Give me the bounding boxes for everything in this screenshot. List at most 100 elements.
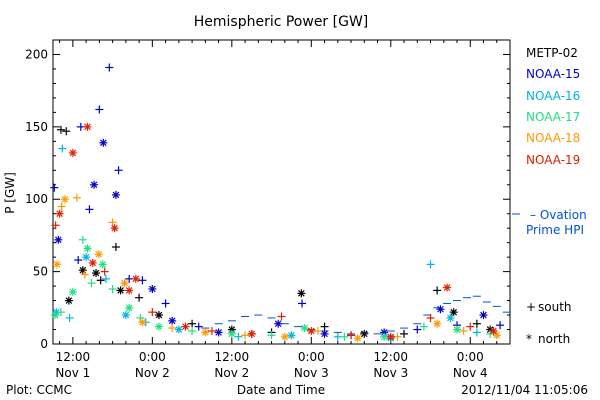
- x-tick-day: Nov 3: [373, 366, 408, 380]
- point-noaa-19-north: [386, 332, 395, 341]
- y-axis-ticks: 0 50 100 150 200: [25, 47, 510, 351]
- point-metp-02-south: [472, 319, 481, 328]
- ovation-hpi-series: [201, 295, 511, 335]
- x-tick-time: 0:00: [139, 350, 166, 364]
- point-noaa-16-south: [58, 144, 67, 153]
- point-noaa-19-south: [207, 326, 216, 335]
- point-noaa-17-south: [56, 308, 65, 317]
- point-noaa-19-north: [489, 326, 498, 335]
- point-noaa-19-south: [277, 312, 286, 321]
- point-noaa-15-south: [85, 205, 94, 214]
- legend-north-symbol: *: [526, 332, 532, 346]
- point-noaa-15-north: [111, 190, 120, 199]
- point-noaa-15-south: [50, 183, 59, 192]
- y-tick-label: 200: [25, 47, 48, 61]
- point-noaa-17-north: [380, 332, 389, 341]
- point-noaa-19-south: [100, 267, 109, 276]
- point-noaa-18-north: [60, 195, 69, 204]
- point-metp-02-north: [116, 286, 125, 295]
- point-noaa-16-north: [287, 331, 296, 340]
- point-noaa-15-north: [54, 235, 63, 244]
- point-noaa-19-north: [125, 286, 134, 295]
- point-noaa-18-south: [57, 202, 66, 211]
- point-noaa-17-north: [154, 322, 163, 331]
- legend-ovation-line1: – Ovation: [530, 208, 587, 222]
- x-tick-day: Nov 4: [453, 366, 488, 380]
- point-noaa-17-north: [227, 329, 236, 338]
- x-tick-time: 12:00: [373, 350, 408, 364]
- point-noaa-18-south: [241, 331, 250, 340]
- point-noaa-17-south: [419, 322, 428, 331]
- point-noaa-15-north: [214, 328, 223, 337]
- point-metp-02-south: [56, 125, 65, 134]
- point-metp-02-south: [135, 293, 144, 302]
- point-noaa-15-south: [105, 63, 114, 72]
- point-noaa-17-north: [68, 287, 77, 296]
- legend-item-noaa-17: NOAA-17: [526, 110, 580, 124]
- y-tick-label: 50: [33, 265, 48, 279]
- point-noaa-19-north: [68, 148, 77, 157]
- point-noaa-16-north: [174, 325, 183, 334]
- y-tick-label: 100: [25, 192, 48, 206]
- point-noaa-17-north: [50, 311, 59, 320]
- point-noaa-17-south: [78, 235, 87, 244]
- satellite-data-points: [50, 63, 505, 343]
- legend-item-metp-02: METP-02: [526, 46, 578, 60]
- x-axis-label: Date and Time: [237, 383, 325, 397]
- point-metp-02-north: [360, 329, 369, 338]
- x-tick-day: Nov 3: [294, 366, 329, 380]
- point-metp-02-south: [62, 127, 71, 136]
- point-noaa-15-north: [479, 311, 488, 320]
- point-noaa-15-north: [148, 284, 157, 293]
- point-noaa-19-north: [247, 329, 256, 338]
- legend-ovation-line2: Prime HPI: [526, 223, 584, 237]
- point-noaa-19-south: [148, 308, 157, 317]
- point-metp-02-south: [111, 243, 120, 252]
- point-metp-02-south: [400, 329, 409, 338]
- point-metp-02-south: [433, 286, 442, 295]
- point-metp-02-north: [92, 269, 101, 278]
- point-metp-02-north: [449, 308, 458, 317]
- point-noaa-15-south: [496, 321, 505, 330]
- point-noaa-18-north: [94, 250, 103, 259]
- point-noaa-18-north: [52, 260, 61, 269]
- x-tick-day: Nov 2: [214, 366, 249, 380]
- point-noaa-16-south: [65, 313, 74, 322]
- legend-item-noaa-15: NOAA-15: [526, 67, 580, 81]
- point-noaa-17-south: [87, 279, 96, 288]
- point-noaa-18-north: [201, 328, 210, 337]
- point-metp-02-south: [188, 319, 197, 328]
- point-noaa-18-south: [168, 324, 177, 333]
- point-noaa-18-north: [492, 331, 501, 340]
- point-noaa-18-south: [80, 270, 89, 279]
- y-tick-label: 150: [25, 120, 48, 134]
- point-noaa-18-north: [433, 319, 442, 328]
- point-noaa-15-south: [74, 256, 83, 265]
- point-noaa-18-north: [120, 279, 129, 288]
- chart-title: Hemispheric Power [GW]: [194, 14, 369, 30]
- point-noaa-16-south: [472, 328, 481, 337]
- point-noaa-16-north: [82, 253, 91, 262]
- legend-item-noaa-16: NOAA-16: [526, 89, 580, 103]
- point-noaa-16-south: [101, 274, 110, 283]
- point-noaa-17-north: [453, 325, 462, 334]
- point-noaa-16-south: [234, 332, 243, 341]
- point-noaa-15-south: [298, 299, 307, 308]
- point-noaa-18-south: [108, 218, 117, 227]
- point-noaa-19-south: [51, 221, 60, 230]
- point-noaa-18-north: [280, 332, 289, 341]
- x-axis-ticks: 12:00 Nov 1 0:00 Nov 2 12:00 Nov 2 0:00 Nov 3 12…: [55, 40, 498, 380]
- x-tick-time: 12:00: [215, 350, 250, 364]
- point-noaa-15-north: [168, 316, 177, 325]
- legend-north-label: north: [538, 332, 570, 346]
- legend-item-noaa-19: NOAA-19: [526, 153, 580, 167]
- point-noaa-15-north: [90, 180, 99, 189]
- point-metp-02-south: [320, 322, 329, 331]
- x-tick-time: 12:00: [56, 350, 91, 364]
- point-noaa-15-south: [138, 276, 147, 285]
- x-tick-day: Nov 2: [135, 366, 170, 380]
- point-noaa-18-north: [138, 318, 147, 327]
- point-noaa-17-south: [108, 284, 117, 293]
- point-noaa-15-south: [114, 166, 123, 175]
